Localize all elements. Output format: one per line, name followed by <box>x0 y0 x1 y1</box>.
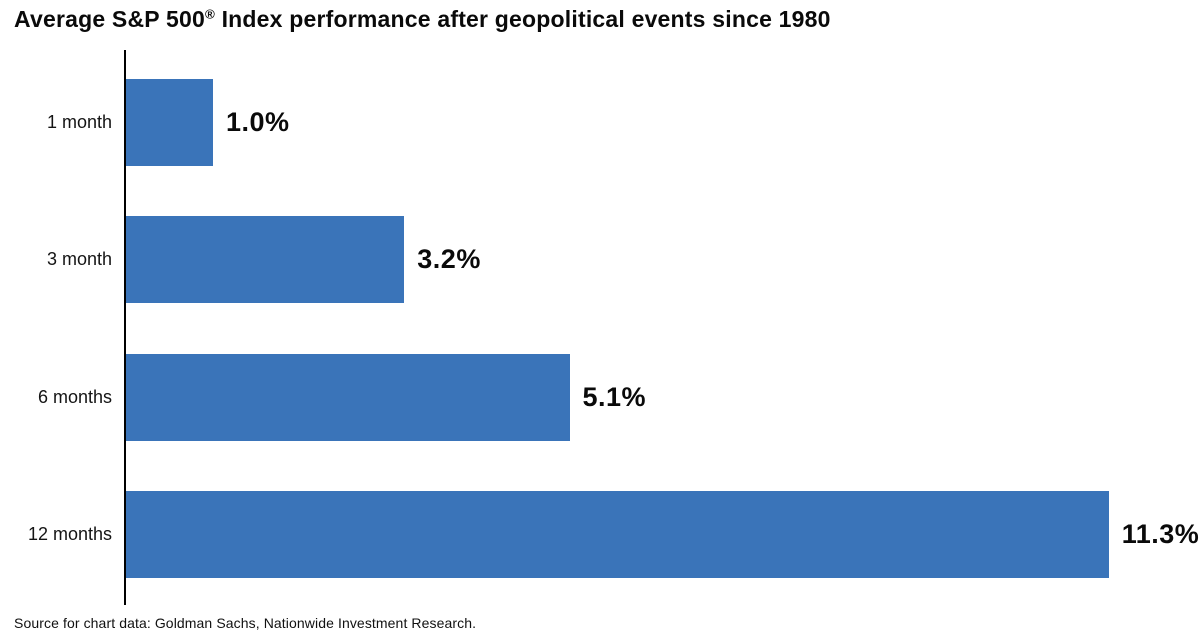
bar <box>126 491 1109 578</box>
title-suffix: Index performance after geopolitical eve… <box>214 6 831 32</box>
bar-track: 3.2% <box>126 216 1200 303</box>
value-label: 5.1% <box>582 382 647 412</box>
title-prefix: Average S&P 500 <box>14 6 205 32</box>
value-label: 3.2% <box>417 244 481 274</box>
bar-row: 3 month 3.2% <box>0 216 1200 303</box>
category-label: 6 months <box>37 387 112 407</box>
category-label: 12 months <box>27 524 112 544</box>
y-axis-line <box>124 50 126 605</box>
bar-track: 5.1% <box>126 354 1200 441</box>
category-label: 1 month <box>46 112 112 132</box>
registered-trademark-symbol: ® <box>204 6 215 22</box>
bar-track: 11.3% <box>126 491 1200 578</box>
value-label: 11.3% <box>1121 519 1200 549</box>
bar-row: 6 months 5.1% <box>0 354 1200 441</box>
source-note: Source for chart data: Goldman Sachs, Na… <box>14 615 477 631</box>
bar-row: 1 month 1.0% <box>0 79 1200 166</box>
value-label: 1.0% <box>225 107 290 137</box>
bar <box>126 216 405 303</box>
bar <box>126 79 213 166</box>
bar-row: 12 months 11.3% <box>0 491 1200 578</box>
bar <box>126 354 570 441</box>
category-label: 3 month <box>46 249 112 269</box>
bar-track: 1.0% <box>126 79 1200 166</box>
page-title: Average S&P 500® Index performance after… <box>14 6 831 33</box>
